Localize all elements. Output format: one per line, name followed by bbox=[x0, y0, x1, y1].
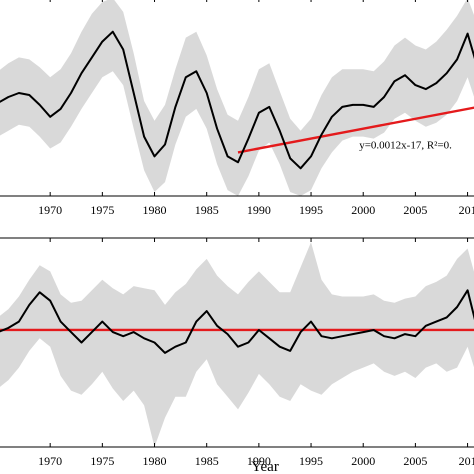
top-x-tick-label: 1985 bbox=[195, 203, 219, 217]
bottom-x-tick-label: 1980 bbox=[143, 454, 167, 468]
top-x-tick-label: 1970 bbox=[38, 203, 62, 217]
bottom-x-tick-label: 1995 bbox=[299, 454, 323, 468]
top-x-tick-label: 1975 bbox=[90, 203, 114, 217]
bottom-mean-series-line bbox=[0, 289, 474, 354]
top-plot-frame bbox=[0, 195, 474, 197]
bottom-panel: 1970 1975 1980 1985 1990 1995 2000 2005 201 Year bbox=[0, 237, 474, 474]
top-x-tick-label: 2005 bbox=[403, 203, 427, 217]
top-x-tick-label: 1990 bbox=[247, 203, 271, 217]
bottom-x-tick-label: 2000 bbox=[351, 454, 375, 468]
top-x-tick-label: 2000 bbox=[351, 203, 375, 217]
top-panel: 1970 1975 1980 1985 1990 1995 2000 2005 201 y=0.0… bbox=[0, 0, 474, 217]
top-x-tick-label: 1995 bbox=[299, 203, 323, 217]
top-confidence-band bbox=[0, 0, 474, 196]
bottom-x-tick-label: 201 bbox=[459, 454, 474, 468]
top-mean-series-line bbox=[0, 30, 474, 170]
bottom-plot-frame bbox=[0, 237, 474, 448]
top-x-tick-label: 201 bbox=[459, 203, 474, 217]
bottom-x-axis-title: Year bbox=[251, 459, 279, 474]
bottom-x-tick-label: 1990 bbox=[247, 454, 271, 468]
bottom-x-tick-label: 1985 bbox=[195, 454, 219, 468]
top-trend-line bbox=[237, 106, 474, 154]
top-regression-annotation: y=0.0012x-17, R²=0. bbox=[359, 139, 452, 151]
bottom-x-tick-label: 1975 bbox=[90, 454, 114, 468]
bottom-x-tick-label: 1970 bbox=[38, 454, 62, 468]
bottom-x-tick-label: 2005 bbox=[403, 454, 427, 468]
top-x-tick-label: 1980 bbox=[143, 203, 167, 217]
